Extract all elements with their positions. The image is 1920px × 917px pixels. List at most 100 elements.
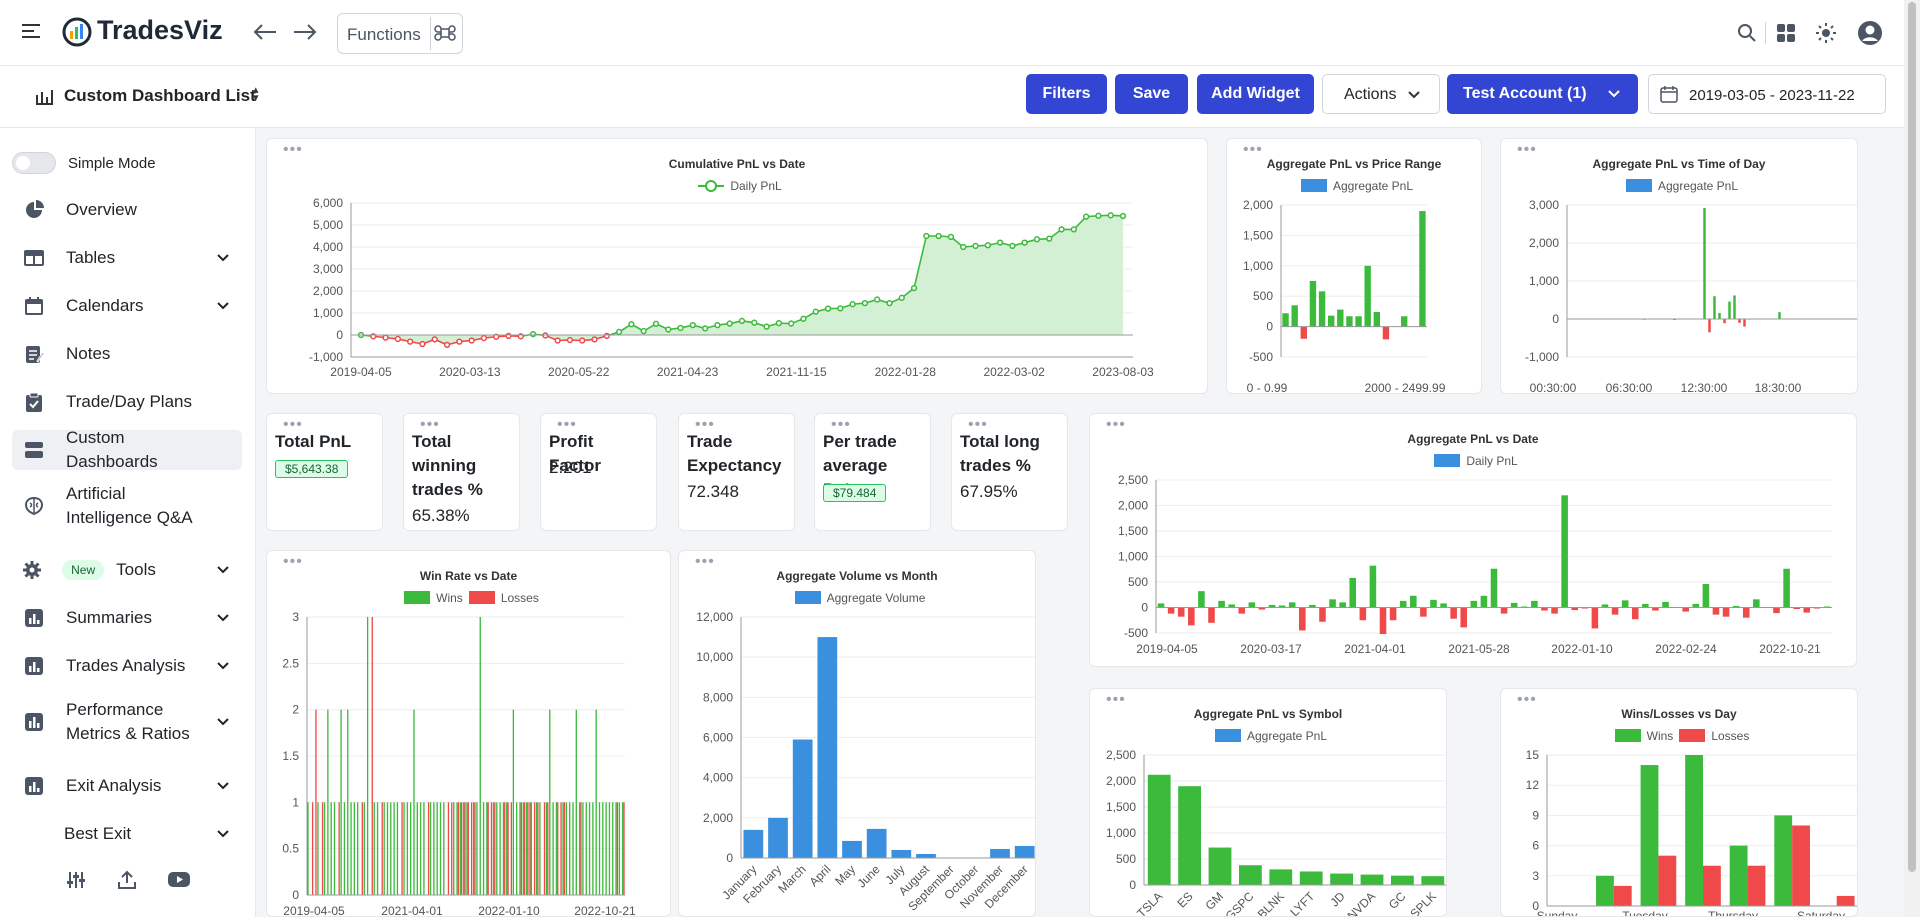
bar[interactable]: [1708, 319, 1711, 333]
bar[interactable]: [429, 802, 432, 895]
bar[interactable]: [1248, 602, 1256, 608]
bar[interactable]: [1713, 296, 1716, 319]
bar[interactable]: [768, 817, 788, 858]
data-point[interactable]: [468, 337, 475, 344]
bar[interactable]: [1218, 600, 1225, 608]
bar[interactable]: [555, 802, 558, 895]
bar[interactable]: [1379, 607, 1387, 635]
data-point[interactable]: [1095, 212, 1102, 219]
bar[interactable]: [545, 802, 548, 895]
bar[interactable]: [433, 802, 435, 895]
bar[interactable]: [1410, 595, 1417, 608]
bar[interactable]: [557, 802, 559, 895]
bar[interactable]: [1014, 845, 1035, 858]
data-point[interactable]: [849, 301, 856, 308]
bar[interactable]: [390, 802, 392, 895]
bar[interactable]: [1208, 847, 1232, 885]
menu-icon[interactable]: [22, 22, 42, 40]
data-point[interactable]: [910, 284, 918, 292]
bar[interactable]: [1520, 606, 1528, 608]
bar[interactable]: [494, 802, 496, 895]
bar[interactable]: [1774, 815, 1793, 906]
bar[interactable]: [523, 802, 526, 895]
bar[interactable]: [1642, 603, 1649, 608]
bar[interactable]: [622, 802, 624, 895]
bar[interactable]: [1640, 765, 1659, 906]
data-point[interactable]: [554, 337, 561, 344]
bar[interactable]: [317, 802, 319, 895]
bar[interactable]: [1712, 607, 1720, 615]
widget-menu-icon[interactable]: •••: [695, 416, 715, 433]
data-point[interactable]: [566, 336, 574, 344]
bar[interactable]: [1419, 211, 1426, 327]
bar[interactable]: [623, 802, 625, 895]
bar[interactable]: [1178, 786, 1201, 885]
bar[interactable]: [1364, 265, 1371, 327]
data-point[interactable]: [960, 243, 967, 251]
bar[interactable]: [1389, 607, 1397, 621]
date-range-picker[interactable]: 2019-03-05 - 2023-11-22: [1648, 74, 1886, 114]
widget-menu-icon[interactable]: •••: [420, 416, 440, 433]
bar[interactable]: [479, 617, 481, 895]
bar[interactable]: [396, 802, 399, 895]
bar[interactable]: [1747, 865, 1766, 906]
widget-menu-icon[interactable]: •••: [1106, 416, 1126, 433]
bar[interactable]: [410, 802, 412, 895]
bar[interactable]: [605, 802, 607, 895]
data-point[interactable]: [615, 328, 623, 336]
legend-item[interactable]: Aggregate PnL: [1209, 729, 1327, 743]
bar[interactable]: [307, 802, 309, 895]
bar[interactable]: [592, 802, 594, 895]
data-point[interactable]: [726, 320, 733, 327]
data-point[interactable]: [738, 317, 746, 325]
bar[interactable]: [585, 802, 587, 895]
data-point[interactable]: [1033, 236, 1041, 243]
bar[interactable]: [1732, 605, 1740, 608]
bar[interactable]: [1551, 607, 1558, 614]
data-point[interactable]: [898, 294, 905, 301]
bar[interactable]: [595, 709, 597, 895]
bar[interactable]: [373, 802, 375, 895]
bar[interactable]: [1239, 865, 1262, 885]
widget-menu-icon[interactable]: •••: [1106, 691, 1126, 708]
page-scrollbar[interactable]: [1904, 0, 1920, 917]
bar[interactable]: [539, 802, 541, 895]
bar[interactable]: [990, 848, 1010, 858]
apps-grid-icon[interactable]: [1776, 23, 1796, 43]
bar[interactable]: [1400, 316, 1408, 327]
bar[interactable]: [461, 802, 463, 895]
bar[interactable]: [1596, 875, 1614, 906]
bar[interactable]: [529, 802, 531, 895]
bar[interactable]: [366, 617, 369, 895]
bar[interactable]: [588, 802, 591, 895]
widget-menu-icon[interactable]: •••: [283, 416, 303, 433]
bar[interactable]: [1742, 607, 1750, 618]
bar[interactable]: [315, 709, 317, 895]
bar[interactable]: [499, 802, 501, 895]
bar[interactable]: [1813, 607, 1821, 609]
bar[interactable]: [547, 802, 549, 895]
sidebar-item-exit-analysis[interactable]: Exit Analysis: [12, 766, 242, 806]
filters-button[interactable]: Filters: [1026, 74, 1107, 114]
widget-menu-icon[interactable]: •••: [283, 141, 303, 158]
bar[interactable]: [1470, 600, 1478, 608]
bar[interactable]: [1339, 602, 1346, 608]
bar[interactable]: [616, 802, 619, 895]
bar[interactable]: [1299, 607, 1306, 631]
forward-arrow-icon[interactable]: [292, 22, 318, 42]
actions-dropdown[interactable]: Actions: [1322, 74, 1440, 114]
bar[interactable]: [1430, 599, 1437, 608]
sidebar-item-notes[interactable]: Notes: [12, 334, 242, 374]
upload-icon[interactable]: [116, 869, 138, 896]
bar[interactable]: [1652, 607, 1659, 611]
bar[interactable]: [1382, 326, 1390, 340]
bar[interactable]: [406, 802, 409, 895]
data-point[interactable]: [824, 305, 832, 312]
data-point[interactable]: [1021, 239, 1028, 246]
bar[interactable]: [419, 802, 422, 895]
bar[interactable]: [1510, 602, 1518, 608]
bar[interactable]: [490, 802, 493, 895]
bar[interactable]: [401, 802, 403, 895]
data-point[interactable]: [640, 327, 647, 335]
data-point[interactable]: [1107, 212, 1114, 219]
